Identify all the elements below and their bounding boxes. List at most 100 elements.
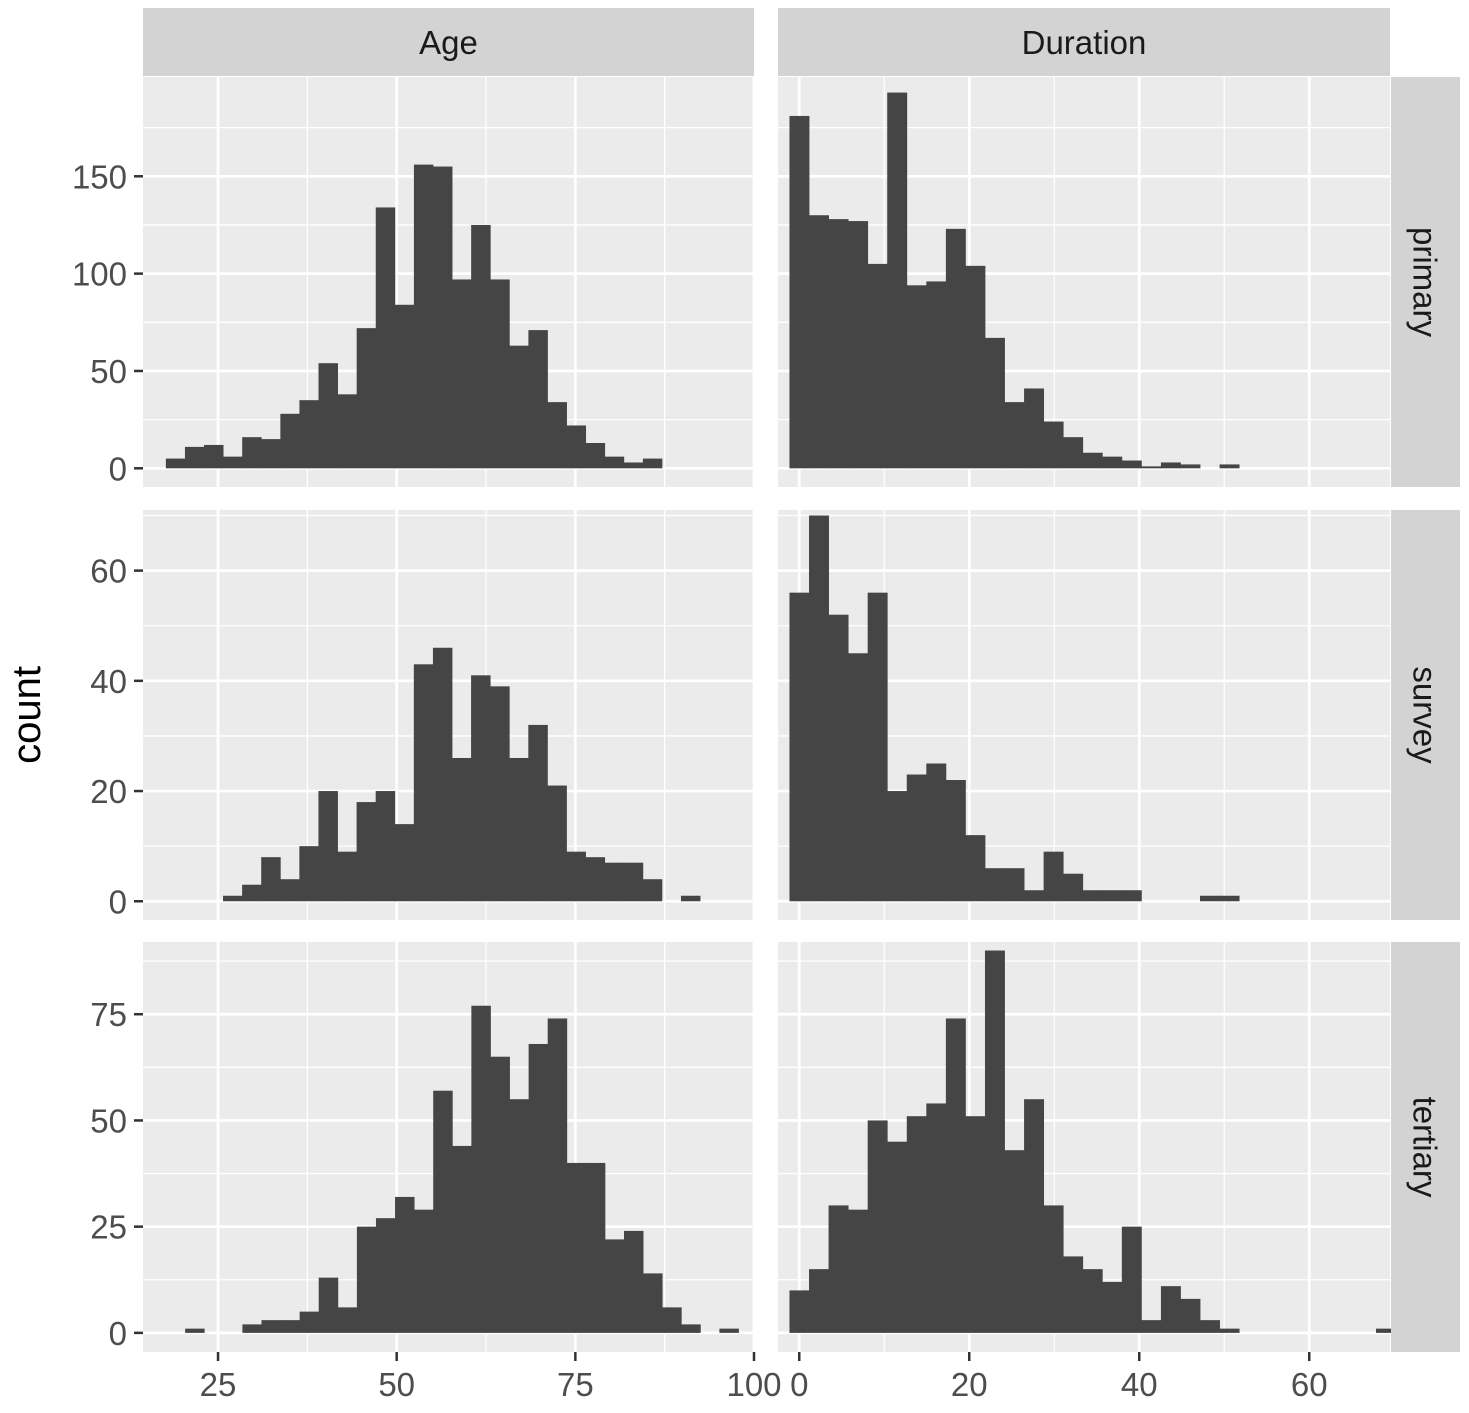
histogram-bar (566, 851, 586, 902)
histogram-bar (299, 400, 319, 469)
panel-survey-age (143, 510, 756, 920)
histogram-bar (1141, 466, 1162, 469)
histogram-bar (1024, 388, 1045, 469)
histogram-bar (223, 895, 243, 902)
histogram-bar (828, 1205, 849, 1333)
histogram-bar (623, 462, 644, 469)
histogram-bar (887, 92, 908, 469)
histogram-bar (1102, 890, 1123, 902)
histogram-bar (867, 1120, 888, 1333)
histogram-bar (1024, 1099, 1045, 1333)
facet-strip-tertiary (1391, 942, 1460, 1352)
histogram-bar (375, 207, 396, 469)
histogram-bar (490, 1056, 510, 1333)
histogram-bar (432, 166, 453, 469)
histogram-bar (623, 862, 644, 902)
histogram-bar (1063, 1256, 1084, 1333)
histogram-bar (809, 515, 829, 902)
histogram-bar (452, 279, 472, 469)
facet-strip-primary (1391, 77, 1460, 487)
histogram-bar (604, 1239, 625, 1333)
histogram-bar (337, 851, 357, 902)
histogram-bar (318, 363, 338, 469)
histogram-bar (926, 763, 947, 902)
histogram-bar (566, 425, 587, 469)
facet-strip-label-tertiary: tertiary (1407, 1097, 1444, 1198)
histogram-bar (1082, 452, 1103, 469)
histogram-bar (184, 446, 205, 469)
y-tick-label: 0 (109, 450, 127, 487)
histogram-bar (394, 304, 415, 469)
facet-strip-label-survey: survey (1407, 666, 1444, 764)
histogram-bar (242, 1324, 262, 1333)
panels-layer (143, 77, 1396, 1352)
histogram-bar (945, 1018, 966, 1333)
histogram-bar (395, 1196, 415, 1333)
histogram-bar (926, 281, 947, 469)
x-tick-label: 20 (951, 1366, 988, 1403)
histogram-bar (965, 1116, 986, 1333)
facet-strip-label-duration: Duration (1022, 24, 1147, 61)
histogram-bar (509, 345, 529, 469)
histogram-bar (299, 1311, 320, 1333)
x-tick-label: 40 (1121, 1366, 1158, 1403)
histogram-bar (318, 1277, 339, 1333)
histogram-bar (848, 1209, 869, 1333)
histogram-bar (414, 1209, 434, 1333)
histogram-bar (789, 115, 810, 469)
histogram-bar (1102, 1281, 1123, 1333)
histogram-bar (984, 950, 1005, 1333)
histogram-bar (643, 1273, 663, 1333)
histogram-bar (375, 791, 396, 902)
histogram-bar (471, 675, 491, 902)
histogram-bar (1219, 895, 1240, 902)
facet-strip-survey (1391, 510, 1460, 920)
histogram-bar (280, 1320, 301, 1333)
histogram-bar (223, 456, 243, 469)
x-tick-label: 100 (726, 1366, 781, 1403)
y-tick-label: 20 (90, 773, 127, 810)
histogram-bar (809, 215, 829, 469)
facet-strip-age (143, 8, 754, 76)
histogram-bar (1004, 402, 1025, 469)
panel-tertiary-duration (778, 942, 1396, 1352)
histogram-bar (1160, 462, 1181, 469)
y-tick-label: 50 (90, 1102, 127, 1139)
histogram-bar (828, 219, 849, 469)
histogram-bar (1043, 851, 1064, 902)
histogram-bar (719, 1328, 739, 1333)
histogram-bar (604, 862, 625, 902)
histogram-bar (566, 1162, 587, 1333)
histogram-bar (356, 1226, 377, 1333)
y-tick-label: 100 (72, 256, 127, 293)
histogram-bar (490, 686, 510, 902)
histogram-bar (680, 895, 701, 902)
facet-strip-label-age: Age (419, 24, 478, 61)
histogram-bar (1121, 890, 1142, 902)
histogram-bar (1102, 456, 1123, 469)
histogram-bar (887, 1141, 908, 1333)
y-tick-label: 60 (90, 553, 127, 590)
histogram-bar (1180, 464, 1201, 469)
histogram-bar (471, 1005, 491, 1333)
histogram-bar (585, 443, 606, 469)
histogram-bar (585, 857, 606, 902)
histogram-bar (261, 1320, 281, 1333)
histogram-bar (926, 1103, 947, 1333)
histogram-bar (1160, 1286, 1181, 1333)
facet-strip-duration (778, 8, 1390, 76)
y-tick-label: 40 (90, 663, 127, 700)
histogram-bar (413, 164, 434, 469)
histogram-bar (662, 1307, 682, 1333)
histogram-bar (413, 664, 434, 902)
histogram-bar (906, 1116, 927, 1333)
panel-tertiary-age (143, 942, 756, 1352)
histogram-bar (945, 228, 966, 469)
histogram-bar (433, 1090, 453, 1333)
histogram-bar (965, 265, 986, 469)
y-tick-label: 150 (72, 158, 127, 195)
histogram-bar (624, 1230, 644, 1333)
strips-layer: Age Duration primary survey tertiary (143, 8, 1460, 1352)
